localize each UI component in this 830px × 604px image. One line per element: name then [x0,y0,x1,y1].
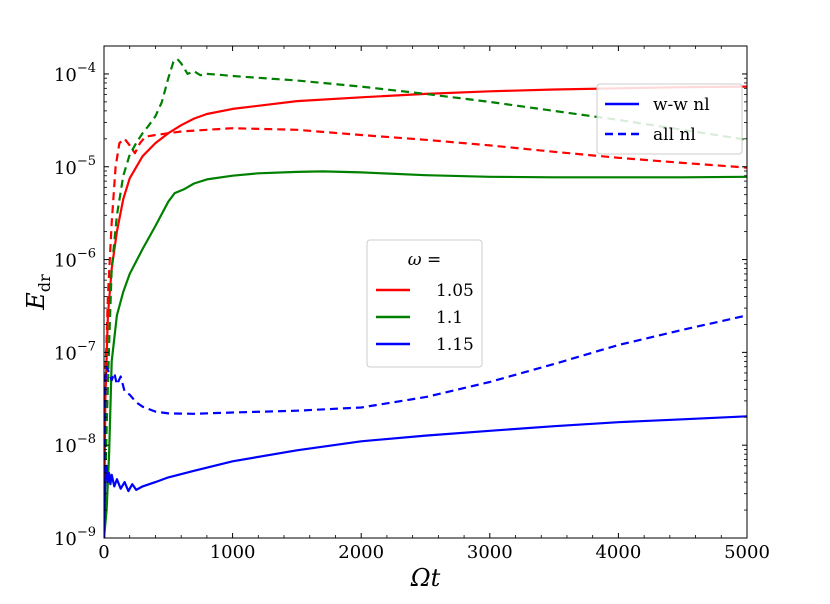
y-tick-label: 10−7 [54,339,96,364]
x-tick-label: 2000 [338,542,384,563]
series-line-omega-1-05-dashed [104,127,747,538]
series-line-omega-1-15-solid [104,415,747,538]
legend-omega-label: 1.1 [436,308,463,328]
legend-omega-label: 1.15 [436,335,474,355]
y-axis-label-main: E [22,292,50,311]
legend-omega-title: ω = [408,250,442,270]
y-tick-label: 10−8 [54,432,96,457]
x-tick-label: 5000 [724,542,770,563]
series-line-omega-1-15-dashed [104,314,747,538]
legend-style-label: all nl [653,125,696,145]
series-line-omega-1-1-dashed [104,57,747,538]
ticks-layer: 0 1000 2000 3000 4000 5000 10−9 10−8 10−7 10−6 10−… [54,45,770,563]
plot-frame [103,45,748,539]
x-tick-label: 4000 [595,542,641,563]
x-tick-label: 1000 [210,542,256,563]
y-tick-label: 10−4 [54,61,96,86]
series-layer [104,57,747,538]
x-axis-label: Ωt [410,564,441,592]
legend-omega-box [366,239,483,368]
y-axis-label-sub: dr [35,274,54,292]
series-line-omega-1-1-solid [104,170,747,538]
legend-line-style: w-w nl all nl [596,83,743,155]
legend-style-box [596,83,743,155]
y-axis-label: Edr [22,274,54,311]
x-tick-label: 0 [98,542,109,563]
legend-omega-label: 1.05 [436,281,474,301]
y-tick-label: 10−5 [54,154,96,179]
legend-style-label: w-w nl [653,95,710,115]
x-tick-label: 3000 [467,542,513,563]
y-tick-label: 10−6 [54,247,96,272]
y-tick-label: 10−9 [54,525,96,550]
legend-omega: ω = 1.05 1.1 1.15 [366,239,483,368]
